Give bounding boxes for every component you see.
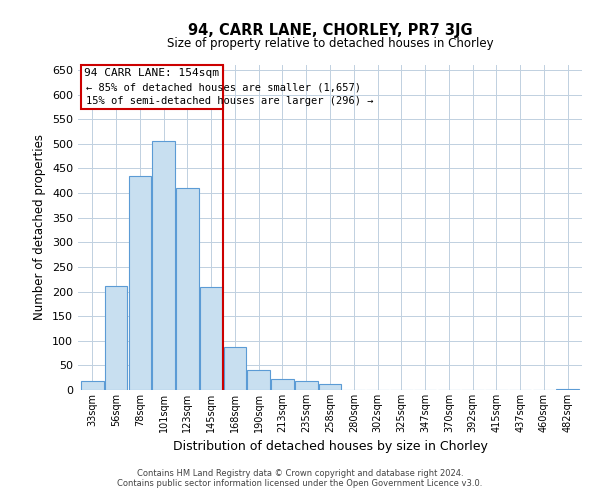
Text: 94 CARR LANE: 154sqm: 94 CARR LANE: 154sqm bbox=[84, 68, 219, 78]
Text: Size of property relative to detached houses in Chorley: Size of property relative to detached ho… bbox=[167, 38, 493, 51]
X-axis label: Distribution of detached houses by size in Chorley: Distribution of detached houses by size … bbox=[173, 440, 487, 454]
Text: ← 85% of detached houses are smaller (1,657): ← 85% of detached houses are smaller (1,… bbox=[86, 83, 361, 93]
Bar bbox=[176, 188, 199, 390]
Bar bbox=[271, 379, 294, 390]
Y-axis label: Number of detached properties: Number of detached properties bbox=[34, 134, 46, 320]
FancyBboxPatch shape bbox=[80, 65, 223, 109]
Bar bbox=[556, 388, 579, 390]
Bar bbox=[224, 346, 246, 390]
Bar bbox=[247, 370, 270, 390]
Bar bbox=[152, 142, 175, 390]
Bar bbox=[105, 286, 127, 390]
Text: 15% of semi-detached houses are larger (296) →: 15% of semi-detached houses are larger (… bbox=[86, 96, 373, 106]
Text: Contains public sector information licensed under the Open Government Licence v3: Contains public sector information licen… bbox=[118, 478, 482, 488]
Text: 94, CARR LANE, CHORLEY, PR7 3JG: 94, CARR LANE, CHORLEY, PR7 3JG bbox=[188, 22, 472, 38]
Bar bbox=[295, 381, 317, 390]
Bar bbox=[128, 176, 151, 390]
Bar bbox=[319, 384, 341, 390]
Bar bbox=[81, 381, 104, 390]
Text: Contains HM Land Registry data © Crown copyright and database right 2024.: Contains HM Land Registry data © Crown c… bbox=[137, 468, 463, 477]
Bar bbox=[200, 286, 223, 390]
